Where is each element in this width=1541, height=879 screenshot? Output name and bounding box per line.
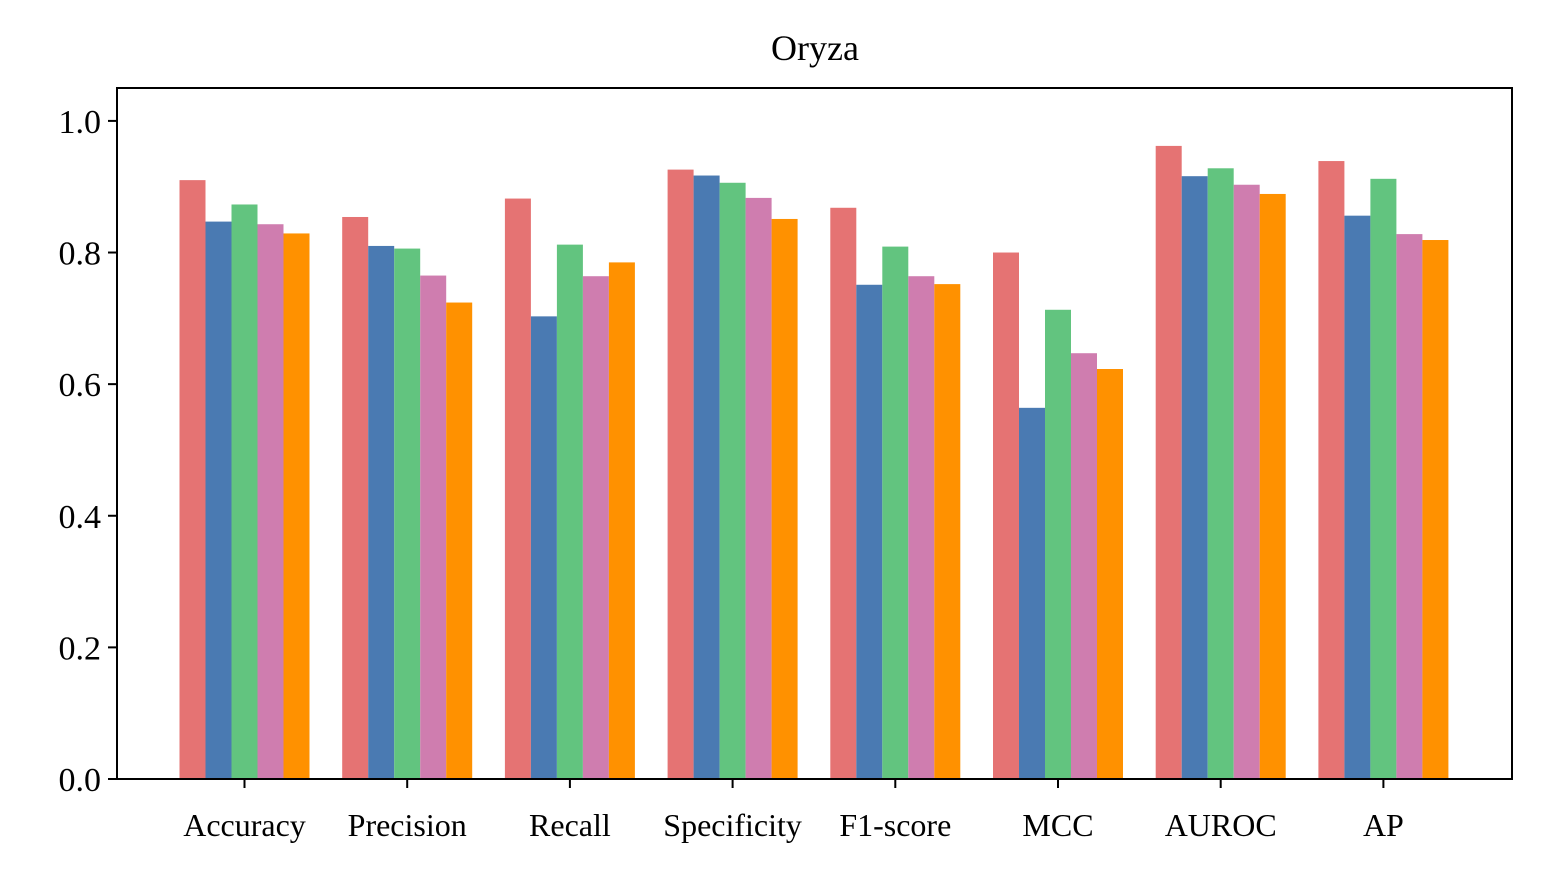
bar-recall-series-5: [608, 262, 635, 779]
bar-mcc-series-1: [993, 252, 1019, 779]
bar-specificity-series-5: [771, 218, 798, 780]
bar-auroc-series-3: [1207, 168, 1234, 780]
bar-precision-series-4: [420, 275, 447, 779]
bar-ap-series-1: [1318, 161, 1345, 779]
x-tick-label-mcc: MCC: [1022, 807, 1093, 843]
bar-ap-series-2: [1344, 215, 1371, 779]
bar-precision-series-3: [394, 248, 421, 779]
bar-auroc-series-2: [1181, 176, 1208, 780]
y-tick-label: 0.6: [59, 367, 102, 404]
bar-specificity-series-1: [667, 169, 694, 779]
axes-layer: 0.0 0.2 0.4 0.6 0.8 1.0 Accuracy Precision Recal…: [59, 87, 1513, 843]
plot-frame: [116, 87, 1513, 780]
bar-auroc-series-5: [1259, 193, 1286, 779]
x-tick-label-precision: Precision: [348, 807, 467, 843]
bar-mcc-series-3: [1045, 309, 1071, 779]
bar-auroc-series-4: [1233, 184, 1260, 780]
bar-precision-series-2: [368, 245, 395, 779]
bar-recall-series-2: [530, 316, 557, 779]
y-tick-label: 1.0: [59, 104, 102, 141]
bar-mcc-series-5: [1097, 369, 1123, 779]
bar-mcc-series-2: [1019, 407, 1045, 779]
bar-ap-series-3: [1370, 178, 1397, 779]
bar-specificity-series-4: [745, 197, 772, 779]
x-tick-label-ap: AP: [1363, 807, 1404, 843]
chart-title: Oryza: [771, 28, 859, 68]
bar-ap-series-4: [1396, 234, 1423, 779]
x-tick-label-accuracy: Accuracy: [183, 807, 306, 843]
bar-ap-series-5: [1422, 240, 1449, 779]
bar-recall-series-3: [556, 244, 583, 780]
bar-recall-series-4: [582, 276, 609, 779]
bar-recall-series-1: [504, 198, 531, 779]
bar-mcc-series-4: [1071, 353, 1097, 779]
y-tick-label: 0.0: [59, 762, 102, 799]
bar-f1-score-series-2: [856, 284, 883, 779]
y-tick-label: 0.8: [59, 236, 102, 273]
x-tick-label-f1-score: F1-score: [839, 807, 951, 843]
y-tick-label: 0.4: [59, 499, 102, 536]
bar-accuracy-series-4: [257, 224, 284, 779]
bar-accuracy-series-2: [205, 221, 232, 780]
bar-accuracy-series-5: [283, 233, 310, 780]
bar-accuracy-series-3: [231, 204, 258, 780]
x-tick-label-auroc: AUROC: [1165, 807, 1277, 843]
bar-f1-score-series-5: [934, 284, 961, 779]
bar-precision-series-1: [342, 216, 369, 779]
bar-specificity-series-2: [693, 175, 720, 779]
bar-auroc-series-1: [1155, 145, 1182, 780]
bar-f1-score-series-1: [830, 207, 857, 780]
bar-f1-score-series-3: [882, 246, 909, 779]
bar-specificity-series-3: [719, 182, 746, 779]
bars-layer: [179, 145, 1449, 780]
y-tick-label: 0.2: [59, 630, 102, 667]
bar-precision-series-5: [446, 302, 473, 779]
x-tick-label-specificity: Specificity: [663, 807, 802, 843]
bar-f1-score-series-4: [908, 276, 935, 779]
x-tick-label-recall: Recall: [529, 807, 611, 843]
bar-accuracy-series-1: [179, 180, 206, 780]
